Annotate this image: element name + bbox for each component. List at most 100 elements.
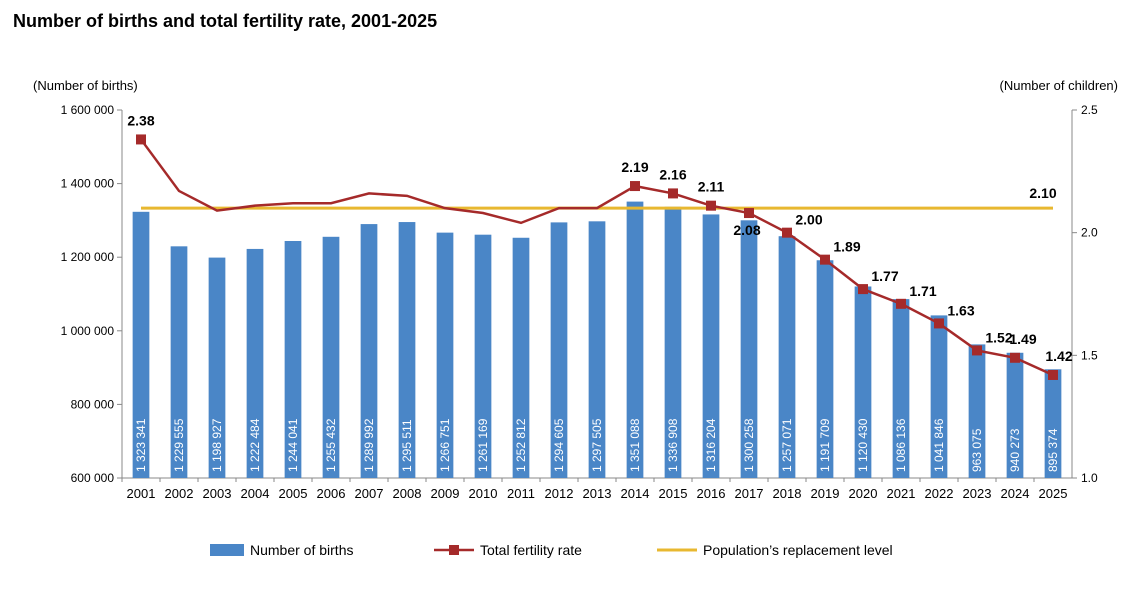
bar-2012 bbox=[550, 222, 568, 478]
x-tick-label-2005: 2005 bbox=[279, 486, 308, 501]
fertility-label-2001: 2.38 bbox=[127, 112, 154, 128]
bar-label-2018: 1 257 071 bbox=[780, 418, 794, 472]
x-tick-label-2013: 2013 bbox=[583, 486, 612, 501]
bar-2023 bbox=[968, 344, 986, 478]
y-right-tick-label: 1.5 bbox=[1081, 348, 1098, 362]
bar-2006 bbox=[322, 236, 340, 478]
x-tick-label-2004: 2004 bbox=[241, 486, 270, 501]
bar-2005 bbox=[284, 240, 302, 478]
x-tick-label-2003: 2003 bbox=[203, 486, 232, 501]
x-tick-label-2009: 2009 bbox=[431, 486, 460, 501]
x-tick-label-2020: 2020 bbox=[849, 486, 878, 501]
x-tick-label-2010: 2010 bbox=[469, 486, 498, 501]
bar-label-2008: 1 295 511 bbox=[400, 419, 414, 472]
fertility-label-2024: 1.49 bbox=[1009, 331, 1036, 347]
y-left-tick-label: 1 000 000 bbox=[61, 324, 115, 338]
legend-swatch-fertility-marker bbox=[449, 545, 459, 555]
x-tick-label-2006: 2006 bbox=[317, 486, 346, 501]
bar-2013 bbox=[588, 221, 606, 478]
bar-2014 bbox=[626, 201, 644, 478]
y-left-tick-label: 1 400 000 bbox=[61, 177, 115, 191]
x-tick-label-2023: 2023 bbox=[963, 486, 992, 501]
bar-label-2002: 1 229 555 bbox=[172, 418, 186, 472]
x-tick-label-2008: 2008 bbox=[393, 486, 422, 501]
bar-label-2014: 1 351 088 bbox=[628, 418, 642, 472]
fertility-marker-2023 bbox=[972, 345, 982, 356]
x-tick-label-2022: 2022 bbox=[925, 486, 954, 501]
x-tick-label-2002: 2002 bbox=[165, 486, 194, 501]
bar-label-2011: 1 252 812 bbox=[514, 418, 528, 472]
bar-2009 bbox=[436, 232, 454, 478]
x-tick-label-2014: 2014 bbox=[621, 486, 650, 501]
fertility-marker-2018 bbox=[782, 227, 792, 238]
bar-2003 bbox=[208, 257, 226, 478]
x-tick-label-2016: 2016 bbox=[697, 486, 726, 501]
fertility-label-2019: 1.89 bbox=[833, 239, 860, 255]
bar-2025 bbox=[1044, 369, 1062, 478]
replacement-level-label: 2.10 bbox=[1029, 185, 1056, 201]
fertility-label-2022: 1.63 bbox=[947, 302, 974, 318]
bar-label-2015: 1 336 908 bbox=[666, 418, 680, 472]
bar-label-2019: 1 191 709 bbox=[818, 418, 832, 472]
bar-label-2022: 1 041 846 bbox=[932, 418, 946, 472]
bar-label-2004: 1 222 484 bbox=[248, 418, 262, 472]
bar-label-2024: 940 273 bbox=[1008, 428, 1022, 472]
x-tick-label-2025: 2025 bbox=[1039, 486, 1068, 501]
bar-2008 bbox=[398, 222, 416, 478]
bar-label-2010: 1 261 169 bbox=[476, 418, 490, 472]
bar-2011 bbox=[512, 237, 530, 478]
fertility-marker-2019 bbox=[820, 254, 830, 265]
bar-label-2017: 1 300 258 bbox=[742, 418, 756, 472]
fertility-label-2016: 2.11 bbox=[698, 179, 725, 195]
fertility-label-2015: 2.16 bbox=[659, 166, 686, 182]
x-tick-label-2001: 2001 bbox=[127, 486, 156, 501]
y-left-tick-label: 1 600 000 bbox=[61, 103, 115, 117]
bar-label-2009: 1 266 751 bbox=[438, 418, 452, 472]
fertility-label-2021: 1.71 bbox=[909, 283, 936, 299]
fertility-marker-2014 bbox=[630, 181, 640, 192]
legend-swatch-births bbox=[210, 544, 244, 556]
bar-2020 bbox=[854, 286, 872, 478]
bar-label-2025: 895 374 bbox=[1046, 428, 1060, 472]
bar-label-2001: 1 323 341 bbox=[134, 418, 148, 472]
y-right-tick-label: 2.0 bbox=[1081, 226, 1098, 240]
x-tick-label-2019: 2019 bbox=[811, 486, 840, 501]
fertility-label-2020: 1.77 bbox=[871, 268, 898, 284]
x-tick-label-2007: 2007 bbox=[355, 486, 384, 501]
x-tick-label-2015: 2015 bbox=[659, 486, 688, 501]
y-right-tick-label: 2.5 bbox=[1081, 103, 1098, 117]
fertility-marker-2001 bbox=[136, 134, 146, 145]
bar-2016 bbox=[702, 214, 720, 478]
fertility-marker-2021 bbox=[896, 298, 906, 309]
fertility-marker-2024 bbox=[1010, 352, 1020, 363]
x-tick-label-2017: 2017 bbox=[735, 486, 764, 501]
x-tick-label-2021: 2021 bbox=[887, 486, 916, 501]
bar-2018 bbox=[778, 236, 796, 478]
bar-2017 bbox=[740, 220, 758, 478]
fertility-marker-2017 bbox=[744, 208, 754, 219]
x-tick-label-2018: 2018 bbox=[773, 486, 802, 501]
y-left-tick-label: 800 000 bbox=[71, 397, 115, 411]
bar-label-2016: 1 316 204 bbox=[704, 418, 718, 472]
y-left-tick-label: 600 000 bbox=[71, 471, 115, 485]
y-left-tick-label: 1 200 000 bbox=[61, 250, 115, 264]
fertility-marker-2020 bbox=[858, 284, 868, 295]
x-tick-label-2024: 2024 bbox=[1001, 486, 1030, 501]
fertility-marker-2015 bbox=[668, 188, 678, 199]
legend-label-births: Number of births bbox=[250, 542, 353, 558]
y-left-axis-label: (Number of births) bbox=[33, 78, 138, 93]
bar-2021 bbox=[892, 299, 910, 478]
x-tick-label-2012: 2012 bbox=[545, 486, 574, 501]
fertility-label-2025: 1.42 bbox=[1045, 348, 1072, 364]
bar-label-2013: 1 297 505 bbox=[590, 418, 604, 472]
fertility-marker-2025 bbox=[1048, 369, 1058, 380]
fertility-label-2018: 2.00 bbox=[795, 212, 822, 228]
bar-label-2012: 1 294 605 bbox=[552, 418, 566, 472]
bar-label-2021: 1 086 136 bbox=[894, 418, 908, 472]
bar-2007 bbox=[360, 224, 378, 478]
bar-2022 bbox=[930, 315, 948, 478]
bar-2024 bbox=[1006, 352, 1024, 478]
bar-label-2003: 1 198 927 bbox=[210, 418, 224, 472]
